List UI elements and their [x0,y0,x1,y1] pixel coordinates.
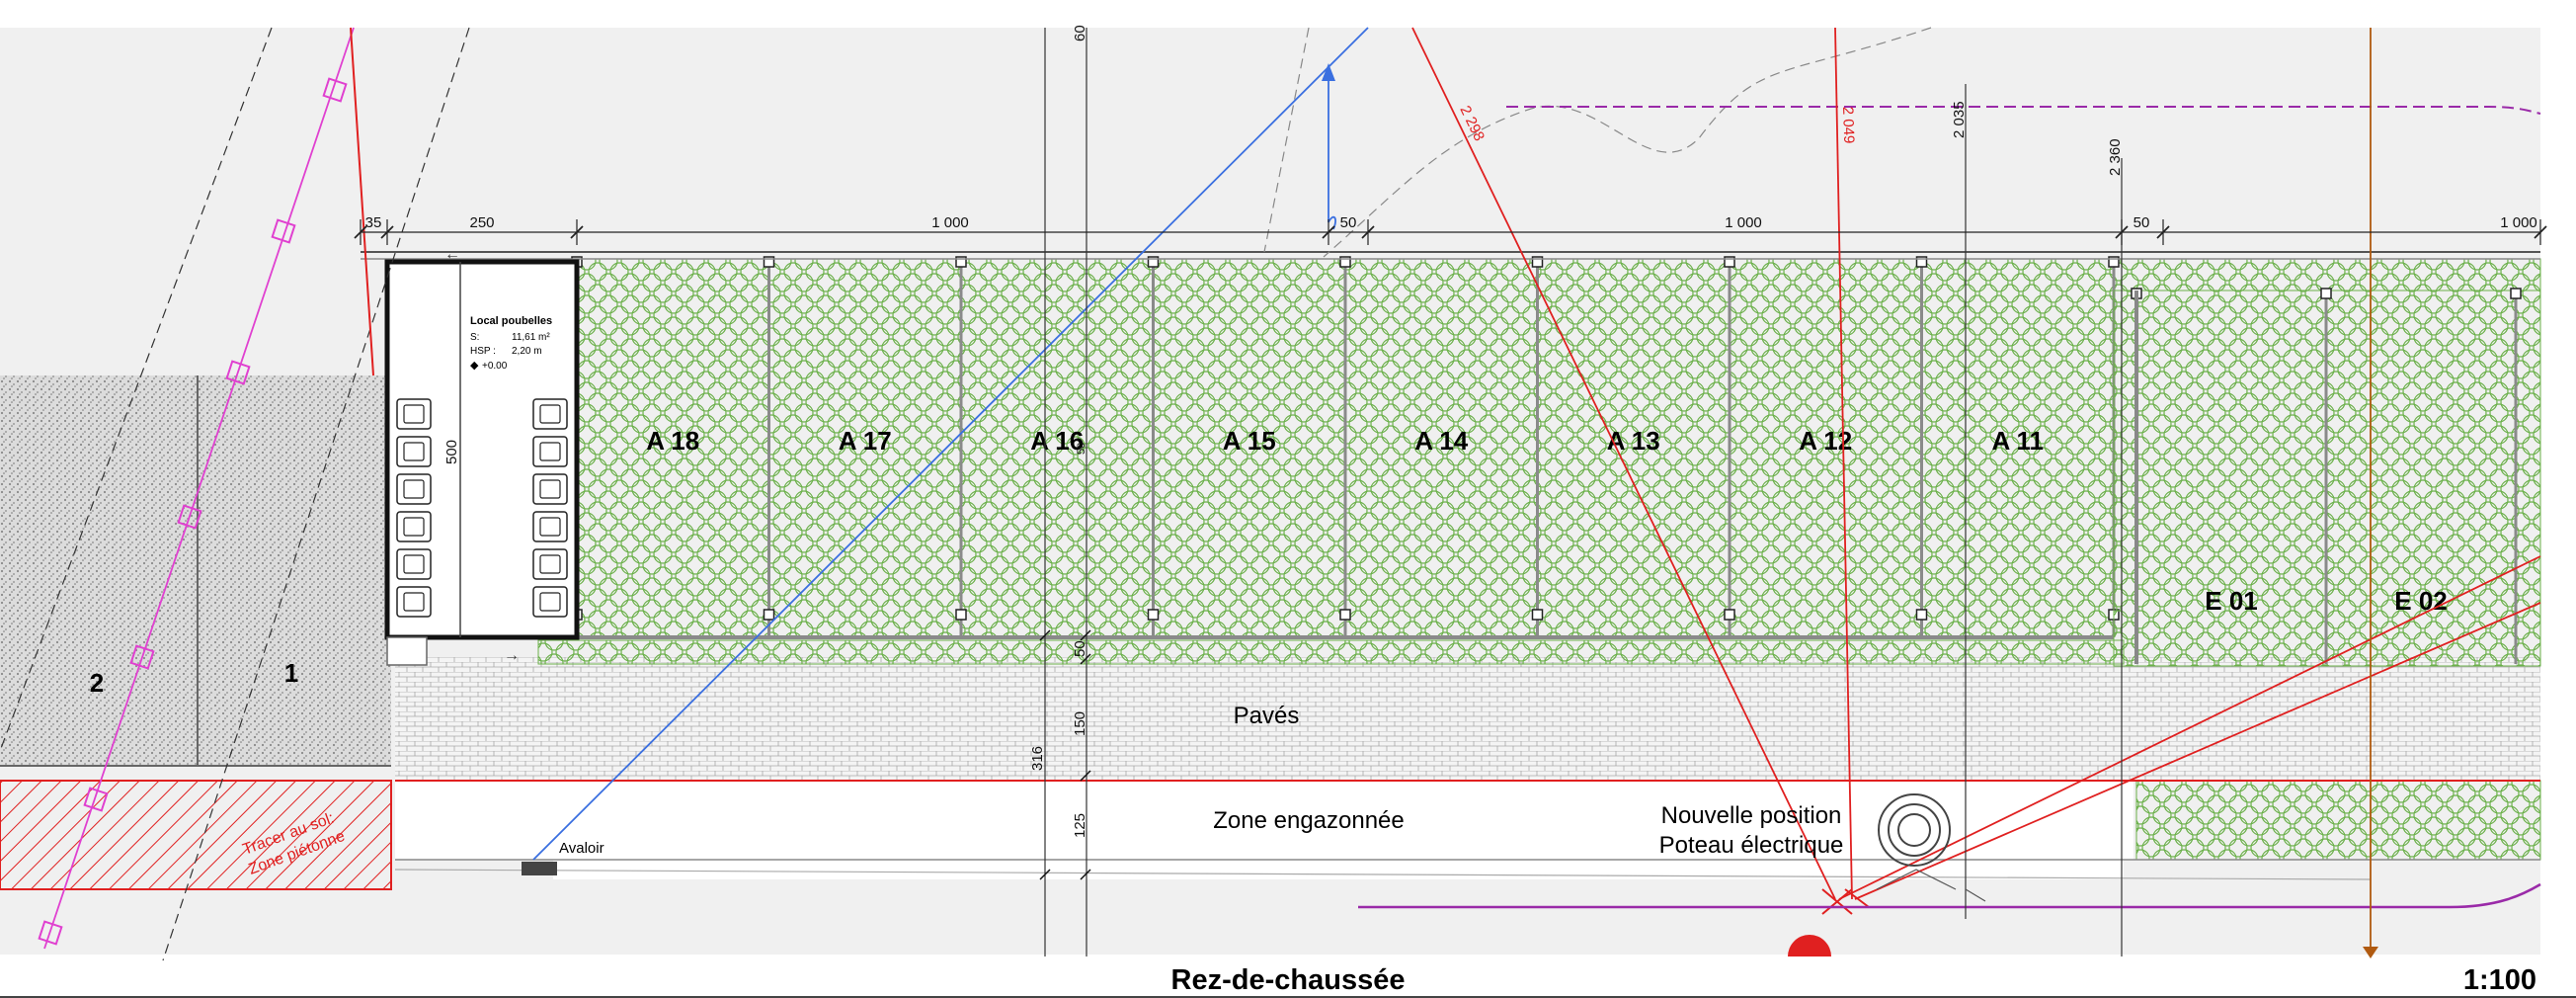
dimension-50-vertical: 50 [1072,640,1088,657]
column-post [1147,256,1160,268]
dimension-150: 150 [1072,711,1088,736]
caption-rule [0,996,2576,998]
waste-bins [396,398,568,618]
dimension-label: 50 [1340,214,1357,231]
paving-label: Pavés [1234,703,1300,729]
arrow-left-icon: ← [444,246,460,263]
column-post [1915,609,1928,621]
level-marker-icon: ◆ [470,360,479,372]
dimension-label: 1 000 [931,214,969,231]
waste-bin-icon [396,548,432,580]
parking-space-label: A 14 [1414,426,1468,456]
waste-bin-icon [532,511,568,542]
purple-boundary-line [1358,882,2541,909]
room-height-label: HSP : [470,346,496,357]
column-post [1724,609,1735,621]
column-post [2108,256,2120,268]
waste-bin-icon [532,586,568,618]
existing-space-label: 1 [284,658,298,688]
column-post [1724,256,1735,268]
drain-label: Avaloir [559,840,604,857]
dimension-50-vertical-small: 50 [1076,443,1087,455]
grid-lines [1044,28,2123,956]
room-level: +0.00 [482,361,508,372]
column-post [1339,609,1351,621]
dimension-ticks-vertical [1039,629,1091,880]
dimension-label: 1 000 [1725,214,1762,231]
drain-icon [522,862,557,875]
dimension-label: 35 [365,214,382,231]
pole-label-line2: Poteau électrique [1659,832,1844,859]
dimension-label: 50 [2133,214,2150,231]
waste-bin-icon [396,436,432,467]
column-post [955,256,967,268]
lawn-label: Zone engazonnée [1213,807,1405,834]
parking-space-label: A 13 [1607,426,1660,456]
existing-space-1 [198,375,391,766]
room-name: Local poubelles [470,315,552,327]
existing-space-2 [0,375,198,766]
waste-bin-icon [532,548,568,580]
lawn-zone [395,781,2133,860]
arrow-up-icon [1322,63,1335,81]
pedestrian-zone-marking [0,780,392,890]
dashed-grey-curve [1323,27,1932,258]
parking-row-a: A 18 A 17 A 16 A 15 A 14 A 13 A 12 A 11 [571,256,2120,639]
column-post [1147,609,1160,621]
column-post [763,256,775,268]
parking-space-label: A 11 [1991,426,2044,456]
column-post [763,609,775,621]
existing-space-label: 2 [90,668,104,698]
dimension-60: 60 [1072,25,1088,42]
parking-space-label: E 02 [2394,586,2448,616]
column-post [2510,288,2522,299]
waste-bin-icon [396,473,432,505]
column-post [1531,609,1544,621]
red-construction-lines [350,27,2541,956]
purple-dashed-line [1506,106,2541,115]
column-post [2320,288,2332,299]
parking-space-label: A 17 [839,426,892,456]
dimension-2035: 2 035 [1951,101,1968,138]
drawing-scale: 1:100 [2462,964,2536,996]
waste-bin-icon [396,511,432,542]
room-area-label: S: [470,332,479,343]
drawing-title: Rez-de-chaussée [1170,964,1406,996]
arrow-right-icon: → [504,647,520,664]
column-post [1531,256,1544,268]
parking-space-label: A 16 [1030,426,1084,456]
dimension-125: 125 [1072,813,1088,838]
column-post [955,609,967,621]
waste-bin-icon [532,473,568,505]
dimension-chain: 35 250 1 000 50 1 000 50 1 000 [354,214,2547,245]
parking-space-label: A 15 [1223,426,1276,456]
waste-bin-icon [396,398,432,430]
pink-reference-line [38,27,355,950]
waste-bin-icon [532,436,568,467]
room-height-value: 2,20 m [512,346,542,357]
electric-pole-icon [1878,793,1951,867]
dimension-label: 250 [469,214,494,231]
column-post [1915,256,1928,268]
dimension-2360: 2 360 [2107,138,2124,176]
room-dimension-500: 500 [443,440,460,464]
column-post [1339,256,1351,268]
hedge-band-right [2113,258,2541,291]
hedge-band-bottom [537,639,2125,665]
room-area-value: 11,61 m² [512,332,550,343]
pole-label-line1: Nouvelle position [1661,802,1842,829]
drawing-caption: Rez-de-chaussée 1:100 [0,960,2576,998]
parking-space-label: A 18 [646,426,699,456]
paved-area [395,657,2540,781]
hedge-right-bottom [2135,780,2541,861]
waste-bin-icon [396,586,432,618]
dimension-label: 1 000 [2500,214,2537,231]
waste-bin-icon [532,398,568,430]
dimension-2049: 2 049 [1839,107,1857,144]
dimension-316: 316 [1029,746,1046,771]
parking-space-label: E 01 [2205,586,2258,616]
